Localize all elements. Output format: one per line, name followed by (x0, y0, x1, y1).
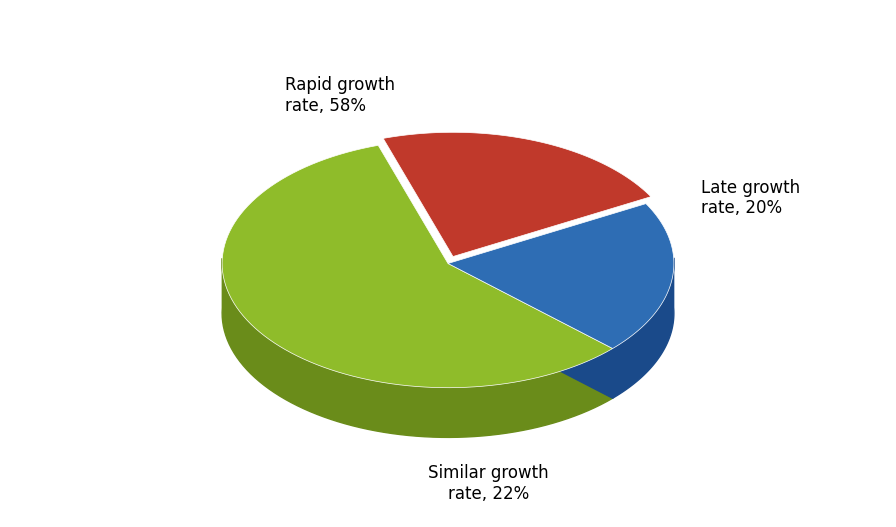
Polygon shape (613, 258, 674, 398)
Polygon shape (222, 145, 613, 388)
Polygon shape (222, 258, 613, 437)
Polygon shape (383, 132, 650, 257)
Polygon shape (448, 264, 613, 398)
Text: Rapid growth
rate, 58%: Rapid growth rate, 58% (285, 76, 395, 115)
Polygon shape (448, 264, 613, 398)
Polygon shape (448, 203, 674, 348)
Text: Similar growth
rate, 22%: Similar growth rate, 22% (428, 464, 549, 503)
Text: Late growth
rate, 20%: Late growth rate, 20% (701, 179, 800, 217)
